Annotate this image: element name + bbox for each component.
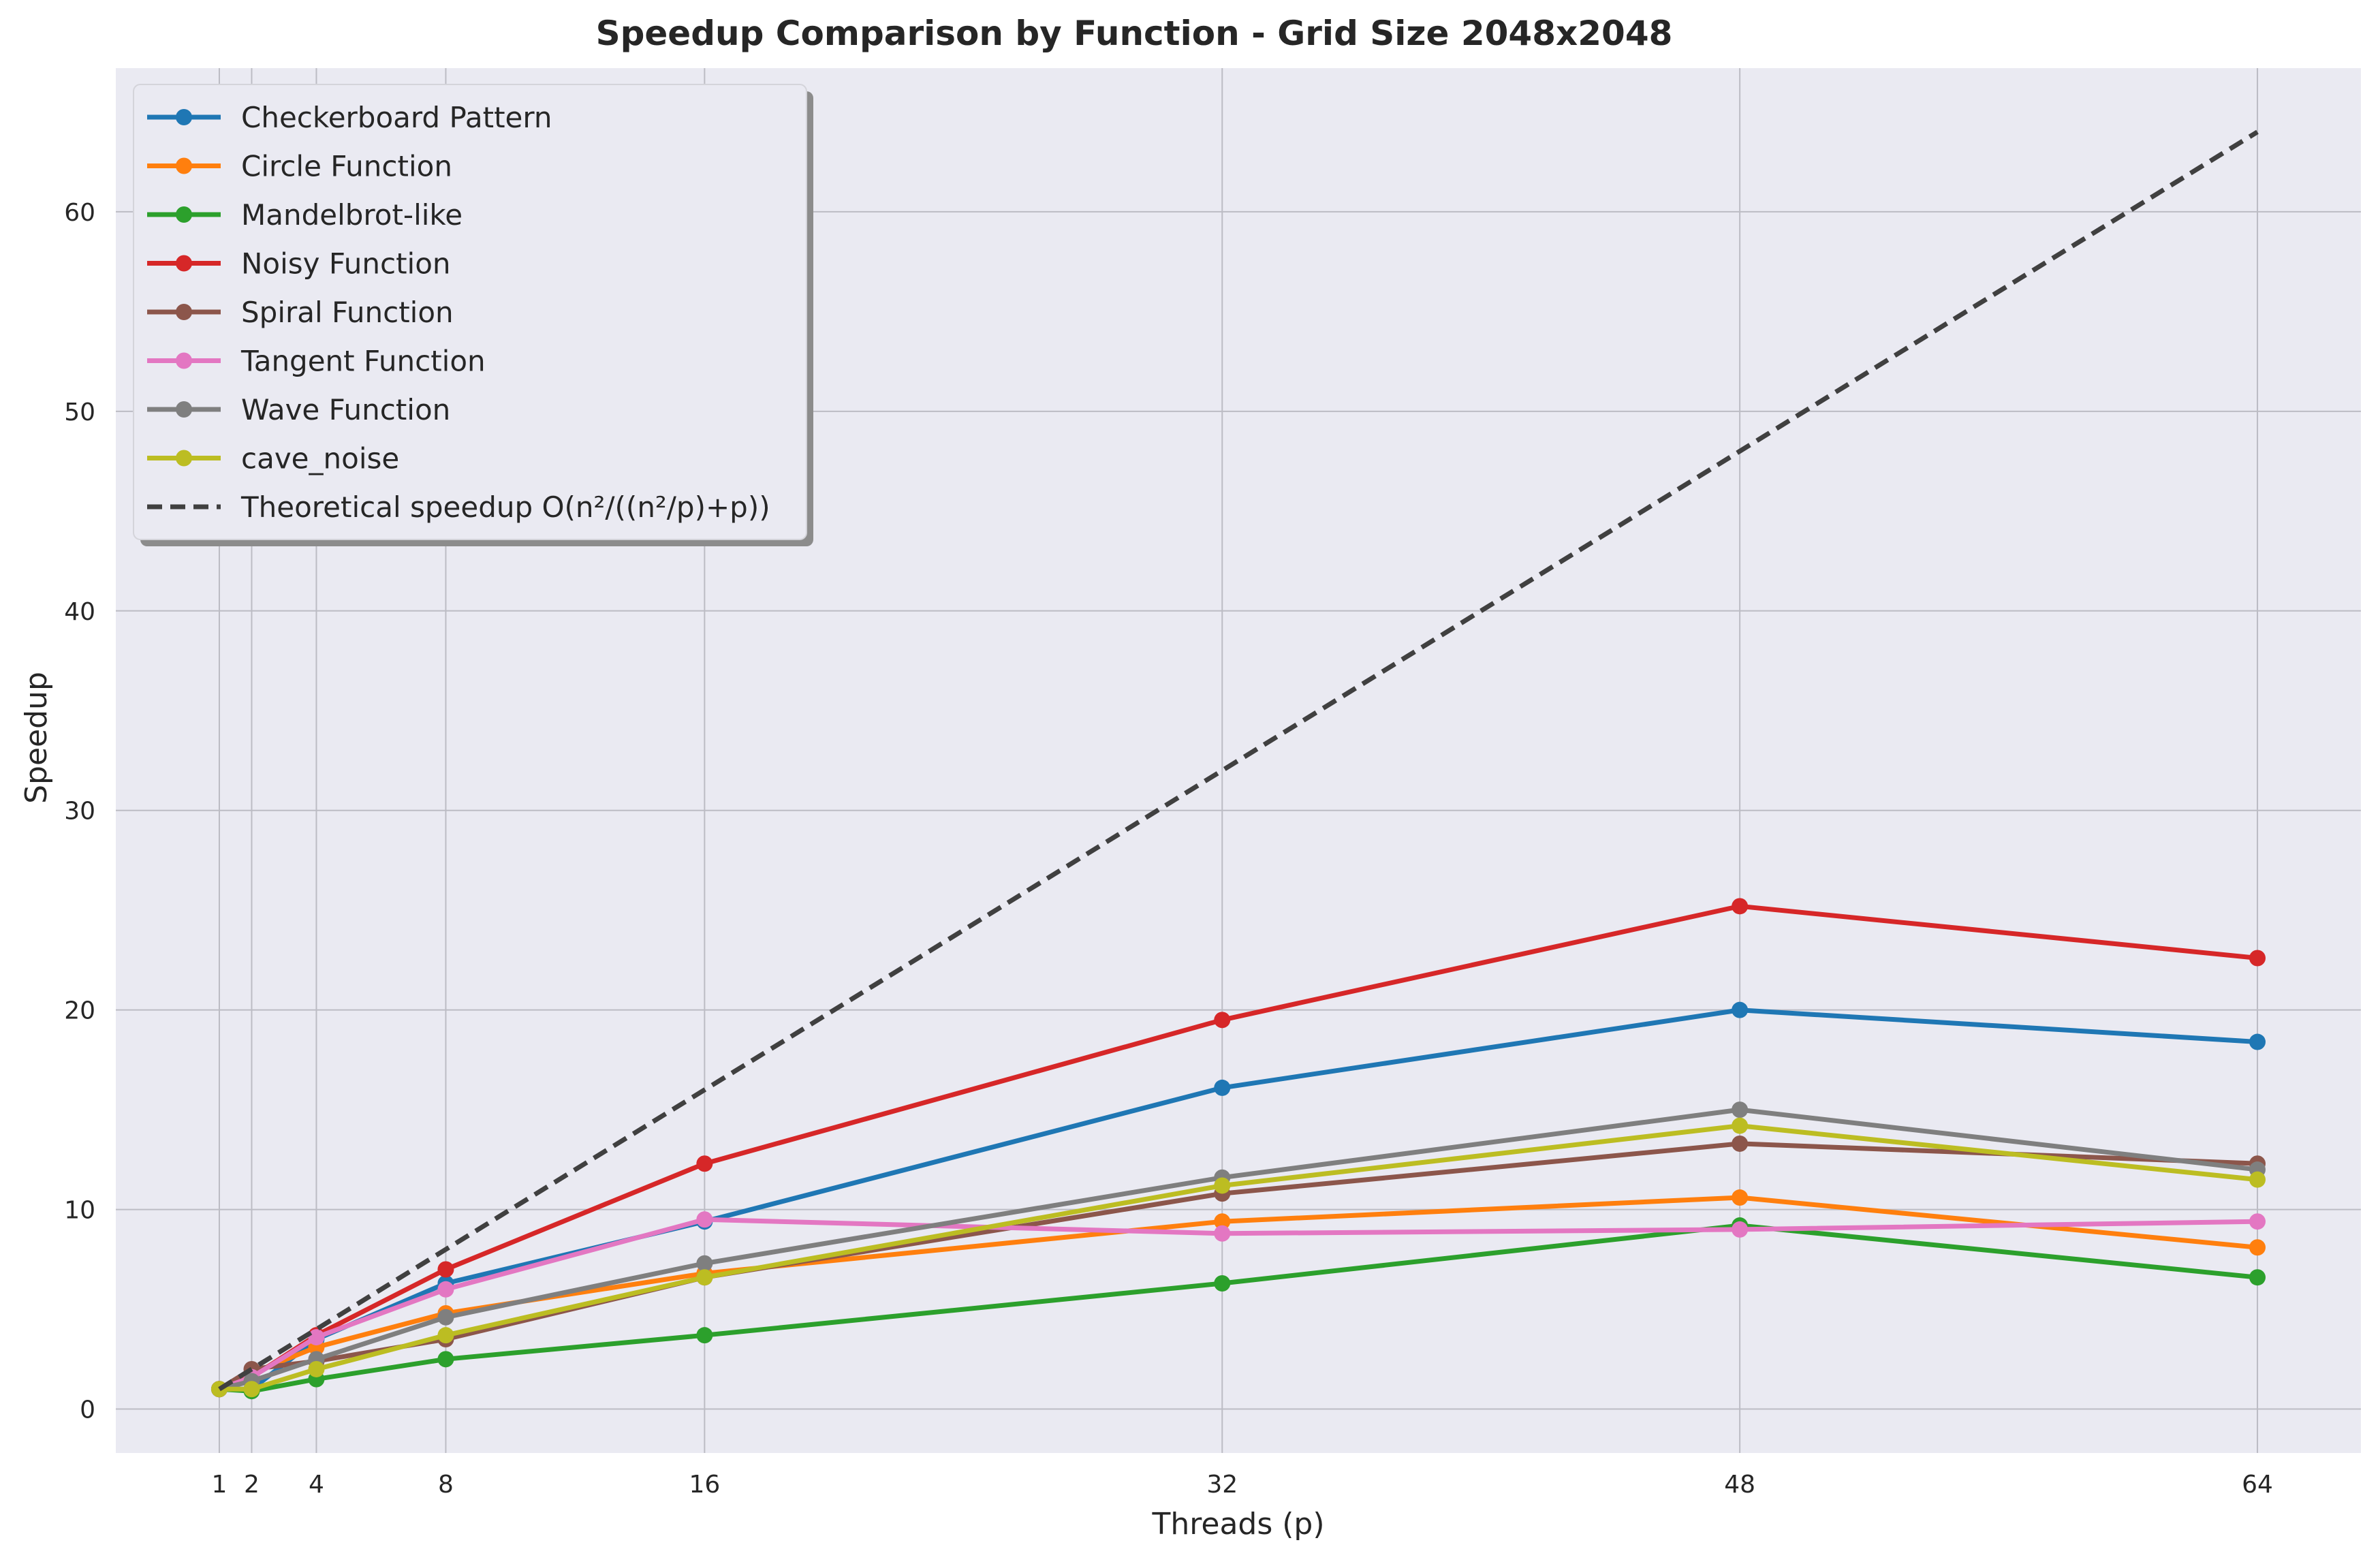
legend-marker [176, 401, 192, 418]
legend-entry: Circle Function [147, 150, 452, 183]
y-tick-label: 40 [64, 598, 95, 626]
legend-label: Mandelbrot-like [241, 198, 463, 232]
series-line [217, 1107, 2260, 1392]
chart-title: Speedup Comparison by Function - Grid Si… [596, 14, 1673, 53]
data-point [696, 1255, 713, 1272]
legend-label: Checkerboard Pattern [241, 101, 552, 134]
data-point [243, 1381, 260, 1398]
legend-entry: cave_noise [147, 442, 399, 475]
data-point [437, 1351, 454, 1368]
data-point [1214, 1177, 1231, 1194]
data-point [437, 1281, 454, 1298]
x-tick-label: 8 [438, 1471, 454, 1499]
data-point [1732, 1117, 1749, 1134]
legend-entry: Tangent Function [147, 345, 486, 378]
x-tick-label: 32 [1206, 1471, 1238, 1499]
data-point [2249, 1269, 2266, 1286]
data-point [2249, 950, 2266, 967]
data-point [1732, 898, 1749, 915]
x-tick-label: 2 [244, 1471, 260, 1499]
series-line [217, 1223, 2260, 1394]
legend-marker [176, 206, 192, 223]
series-line [218, 129, 2259, 1392]
legend-label: cave_noise [241, 442, 399, 475]
legend-label: Spiral Function [241, 296, 454, 329]
y-tick-label: 50 [64, 398, 95, 426]
legend-label: Theoretical speedup O(n²/((n²/p)+p)) [240, 490, 770, 524]
legend-entry: Wave Function [147, 393, 450, 426]
x-tick-label: 1 [212, 1471, 228, 1499]
data-point [1214, 1213, 1231, 1230]
series-lines [210, 129, 2266, 1400]
data-point [1214, 1225, 1231, 1242]
legend: Checkerboard Pattern Circle Function Mande… [133, 84, 813, 546]
x-axis-label: Threads (p) [1151, 1507, 1324, 1542]
legend-marker [176, 450, 192, 467]
legend-entry: Theoretical speedup O(n²/((n²/p)+p)) [147, 490, 770, 524]
y-tick-label: 10 [64, 1197, 95, 1225]
legend-entry: Spiral Function [147, 296, 454, 329]
data-point [437, 1261, 454, 1278]
legend-marker [176, 157, 192, 174]
legend-label: Circle Function [241, 150, 452, 183]
legend-entry: Noisy Function [147, 247, 451, 281]
x-tick-label: 48 [1724, 1471, 1755, 1499]
data-point [1732, 1001, 1749, 1018]
x-tick-labels: 1 2 4 8 16 32 48 64 [212, 1471, 2273, 1499]
y-tick-label: 60 [64, 199, 95, 227]
data-point [696, 1269, 713, 1286]
data-point [2249, 1171, 2266, 1188]
data-point [696, 1327, 713, 1344]
data-point [2249, 1033, 2266, 1050]
series-line [217, 1123, 2260, 1392]
data-point [437, 1327, 454, 1344]
y-tick-labels: 0 10 20 30 40 50 60 [64, 199, 95, 1424]
x-tick-label: 16 [689, 1471, 720, 1499]
data-point [1214, 1079, 1231, 1096]
legend-label: Wave Function [241, 393, 450, 426]
data-point [1732, 1189, 1749, 1206]
y-tick-label: 30 [64, 798, 95, 826]
legend-marker [176, 352, 192, 369]
data-point [2249, 1239, 2266, 1256]
data-point [437, 1309, 454, 1326]
data-point [696, 1155, 713, 1172]
data-point [2249, 1213, 2266, 1230]
data-point [1214, 1275, 1231, 1292]
series-line [217, 1217, 2260, 1392]
legend-label: Noisy Function [241, 247, 451, 281]
series-theoretical-speedup-o-n-n-p-p [218, 129, 2259, 1392]
legend-marker [176, 255, 192, 272]
data-point [696, 1211, 713, 1228]
legend-marker [176, 304, 192, 320]
legend-entry: Checkerboard Pattern [147, 101, 552, 134]
x-tick-label: 4 [309, 1471, 324, 1499]
data-point [308, 1360, 325, 1377]
data-point [1732, 1135, 1749, 1152]
x-tick-label: 64 [2242, 1471, 2273, 1499]
data-point [308, 1329, 325, 1346]
data-point [1732, 1221, 1749, 1238]
y-axis-label: Speedup [19, 672, 54, 804]
y-tick-label: 20 [64, 997, 95, 1025]
legend-entry: Mandelbrot-like [147, 198, 463, 232]
y-tick-label: 0 [80, 1396, 95, 1424]
data-point [1214, 1012, 1231, 1029]
legend-label: Tangent Function [240, 345, 486, 378]
legend-marker [176, 109, 192, 125]
data-point [1732, 1101, 1749, 1119]
legend-box [133, 84, 807, 540]
